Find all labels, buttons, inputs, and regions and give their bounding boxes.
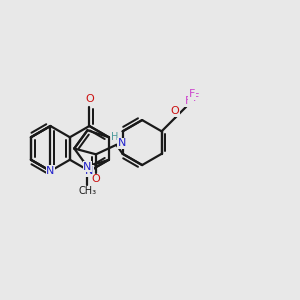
Text: F: F [184,96,191,106]
Text: N: N [85,166,94,176]
Text: O: O [92,174,100,184]
Text: CH₃: CH₃ [78,186,97,196]
Text: N: N [46,166,55,176]
Text: O: O [85,94,94,104]
Text: N: N [118,138,126,148]
Text: N: N [83,162,92,172]
Text: H: H [112,132,119,142]
Text: O: O [171,106,179,116]
Text: F: F [188,89,195,99]
Text: F: F [193,93,200,103]
